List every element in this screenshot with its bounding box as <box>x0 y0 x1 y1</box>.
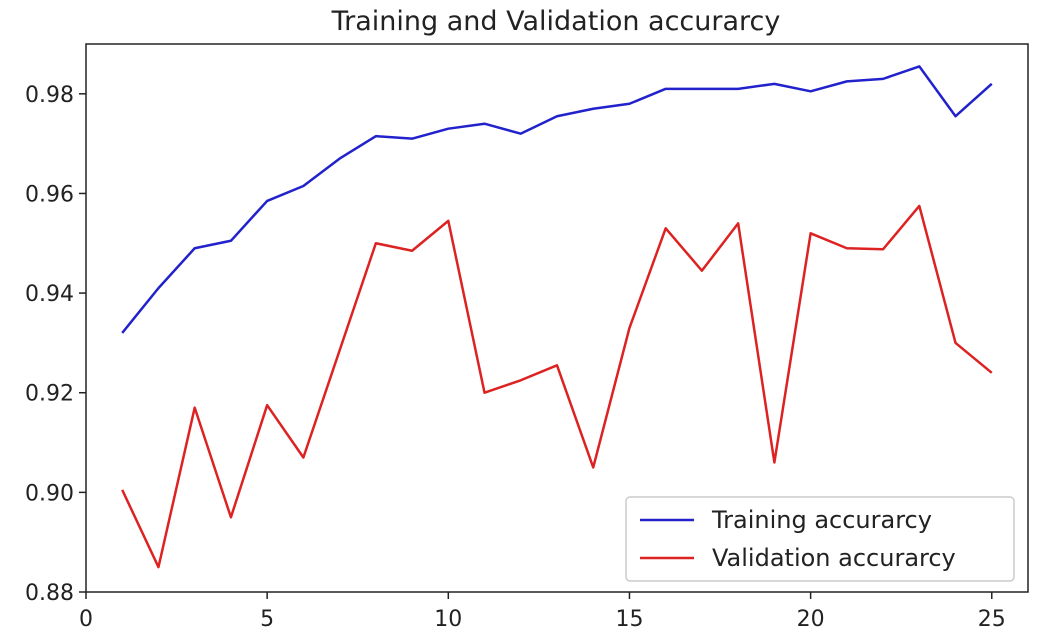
y-tick-label: 0.88 <box>25 581 74 606</box>
y-tick-label: 0.92 <box>25 382 74 407</box>
legend-label-validation: Validation accurarcy <box>712 544 956 572</box>
series-layer <box>121 65 993 569</box>
chart-title: Training and Validation accurarcy <box>331 6 781 37</box>
x-tick-label: 20 <box>797 607 825 632</box>
y-tick-label: 0.90 <box>25 481 74 506</box>
legend-label-training: Training accurarcy <box>711 506 932 534</box>
series-line-training <box>121 65 993 334</box>
series-line-validation <box>121 204 993 569</box>
x-tick-label: 15 <box>615 607 643 632</box>
x-tick-label: 0 <box>79 607 93 632</box>
y-tick-label: 0.94 <box>25 282 74 307</box>
legend-box <box>625 496 1015 582</box>
x-axis: 0 5 10 15 20 25 <box>79 592 1006 632</box>
x-tick-label: 25 <box>978 607 1006 632</box>
y-tick-label: 0.98 <box>25 83 74 108</box>
x-tick-label: 10 <box>434 607 462 632</box>
plot-area-frame <box>85 43 1029 593</box>
x-tick-label: 5 <box>260 607 274 632</box>
y-axis: 0.88 0.90 0.92 0.94 0.96 0.98 <box>25 83 86 606</box>
legend: Training accurarcy Validation accurarcy <box>625 496 1015 582</box>
y-tick-label: 0.96 <box>25 182 74 207</box>
